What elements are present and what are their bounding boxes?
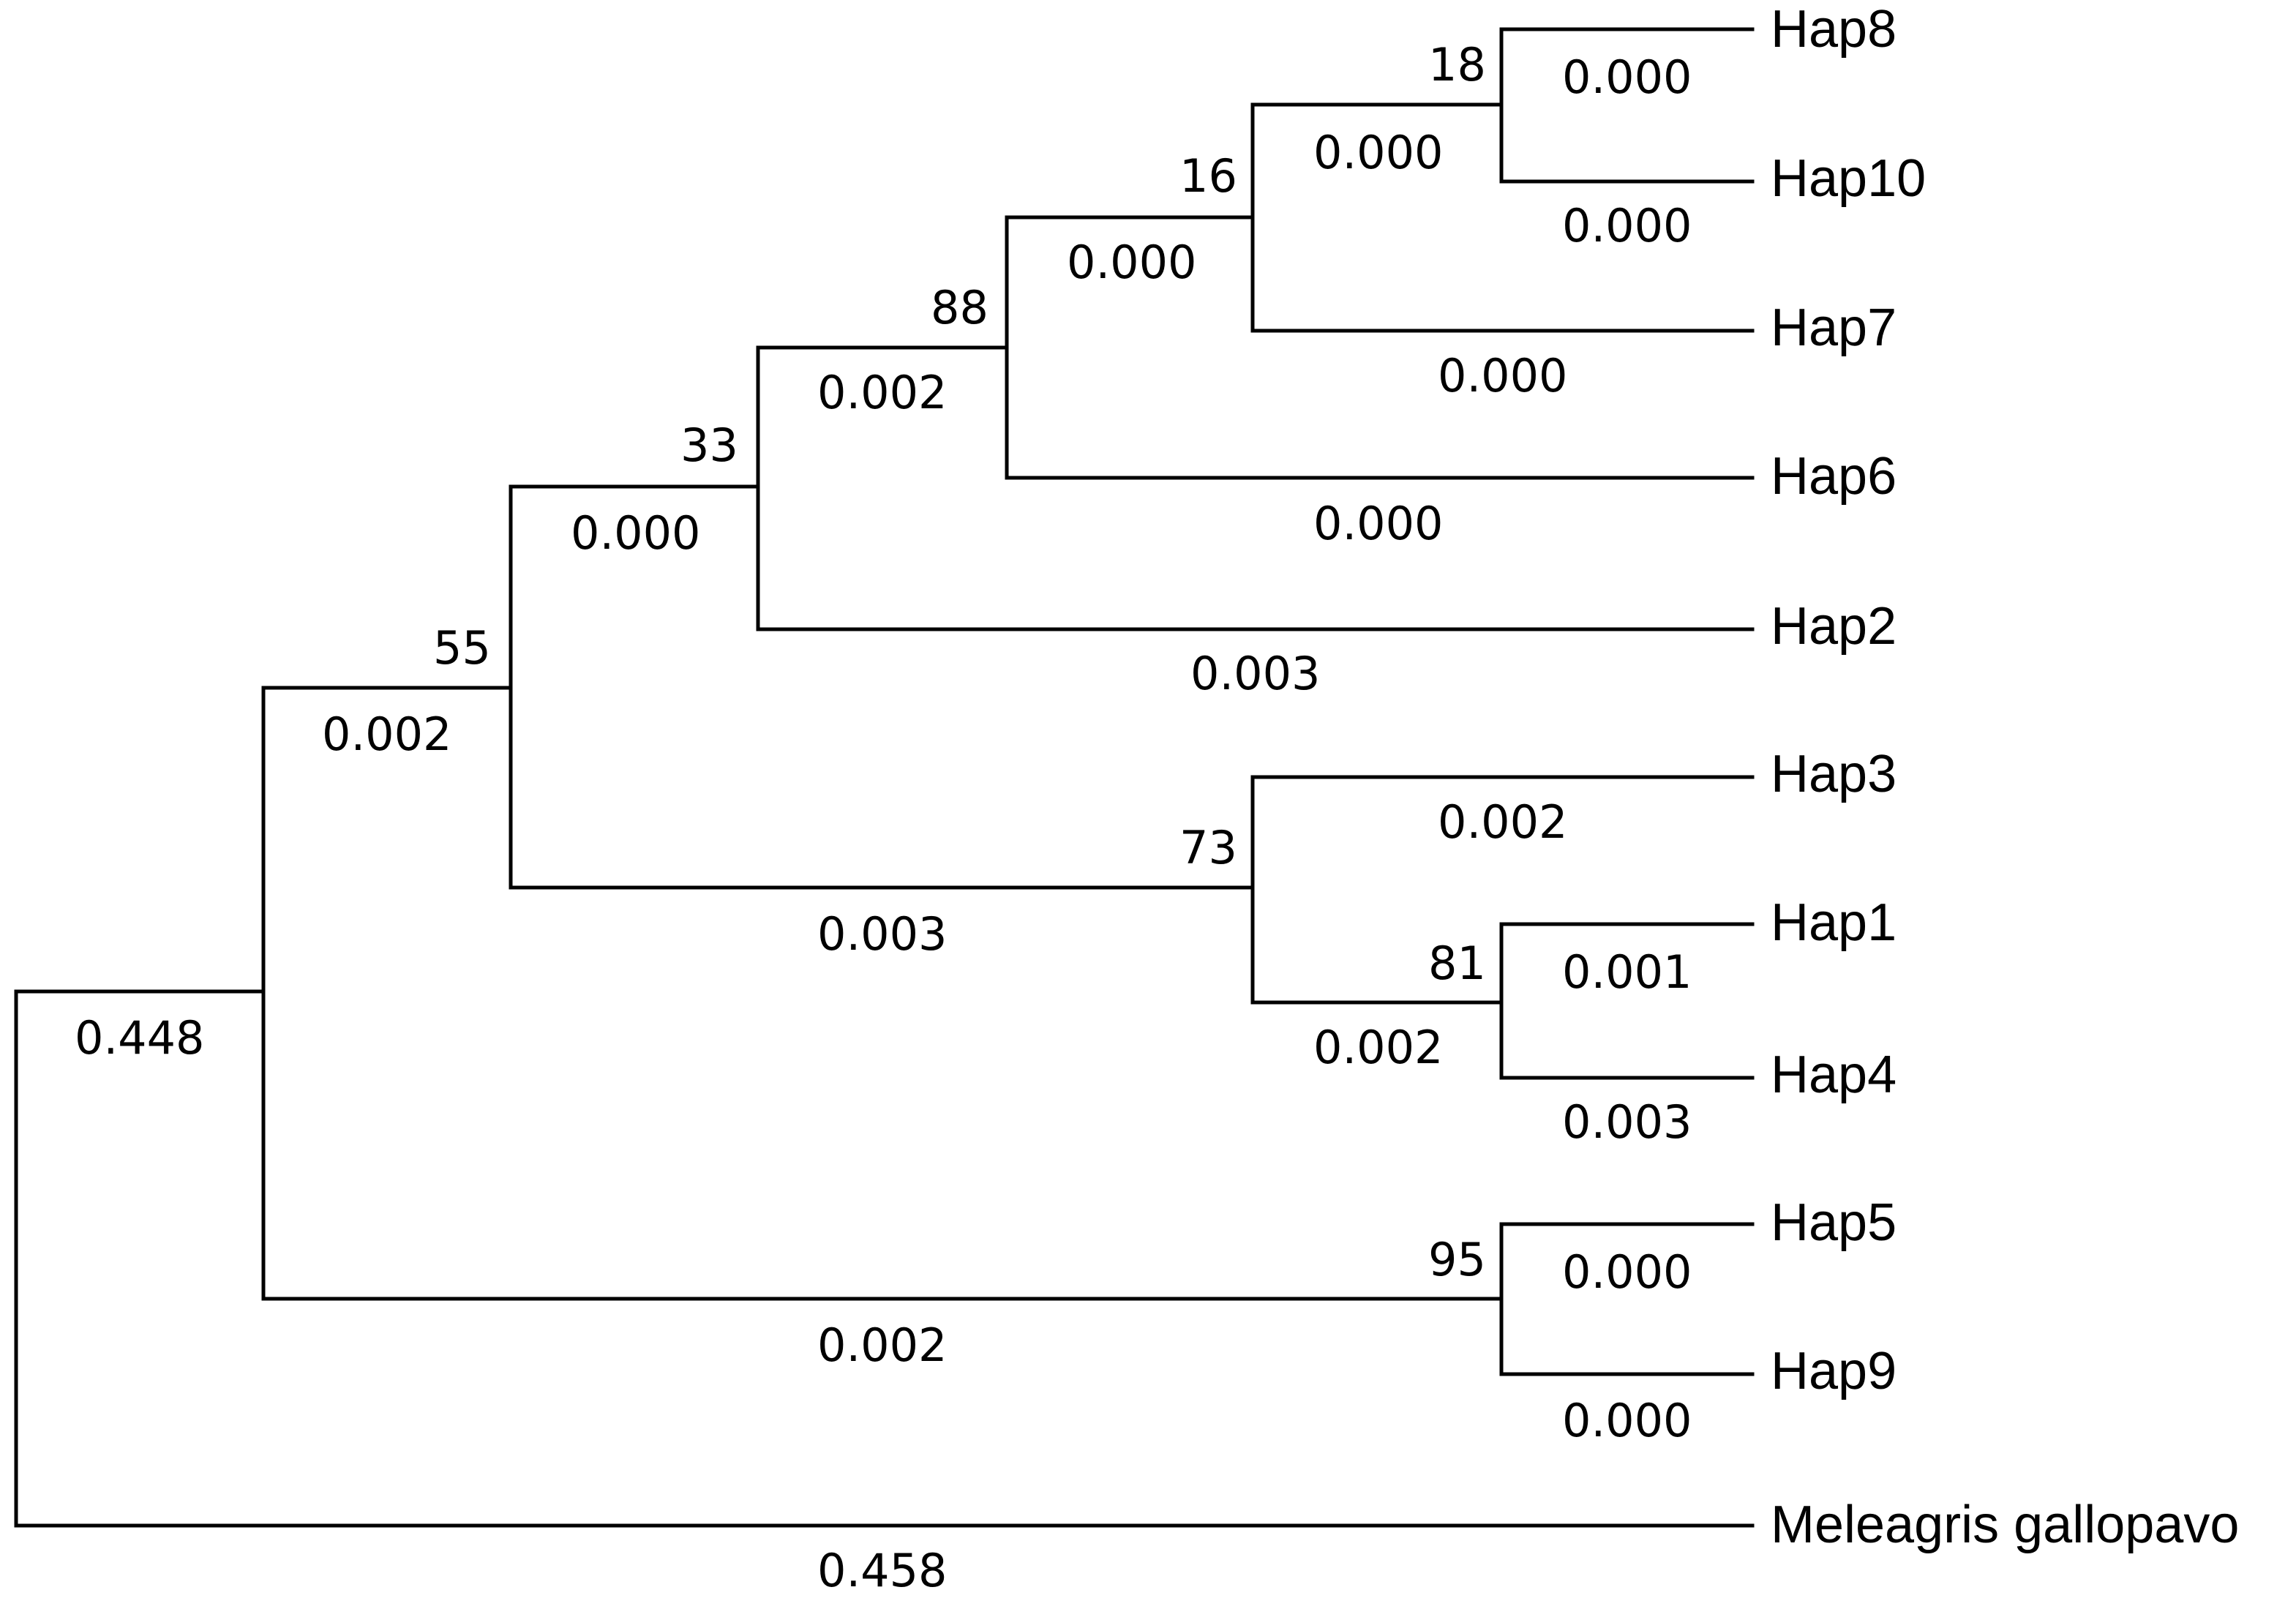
support-value-16: 16	[1179, 149, 1237, 203]
taxon-labels: Hap8 Hap10 Hap7 Hap6 Hap2 Hap3 Hap1 Hap4…	[1771, 0, 2239, 1554]
support-value-33: 33	[680, 419, 738, 472]
tree-branches	[14, 27, 1755, 1528]
support-value-95: 95	[1428, 1233, 1486, 1286]
branch-length-hap4: 0.003	[1562, 1095, 1692, 1149]
taxon-label-hap6: Hap6	[1771, 447, 1897, 506]
branch-length-hap5: 0.000	[1562, 1245, 1692, 1299]
taxon-label-hap3: Hap3	[1771, 745, 1897, 803]
taxon-label-hap10: Hap10	[1771, 149, 1926, 208]
branch-length-hap7: 0.000	[1438, 349, 1568, 402]
branch-length-hap9: 0.000	[1562, 1394, 1692, 1447]
branch-length-clade-95: 0.002	[817, 1319, 948, 1372]
internal-branch-lengths: 0.000 0.000 0.002 0.000 0.002 0.003 0.00…	[75, 126, 1444, 1372]
support-value-55: 55	[433, 621, 491, 675]
taxon-label-hap5: Hap5	[1771, 1193, 1897, 1252]
branch-length-upper-clade: 0.002	[322, 708, 452, 761]
branch-length-hap2: 0.003	[1190, 647, 1321, 700]
taxon-label-meleagris-gallopavo: Meleagris gallopavo	[1771, 1496, 2239, 1554]
taxon-label-hap1: Hap1	[1771, 893, 1897, 952]
terminal-branch-lengths: 0.000 0.000 0.000 0.000 0.003 0.002 0.00…	[817, 50, 1692, 1597]
support-value-18: 18	[1428, 38, 1486, 91]
branch-length-clade-18: 0.000	[1313, 126, 1444, 179]
taxon-label-hap2: Hap2	[1771, 597, 1897, 656]
branch-length-hap6: 0.000	[1313, 497, 1444, 550]
branch-length-hap3: 0.002	[1438, 795, 1568, 849]
branch-length-ingroup: 0.448	[75, 1011, 205, 1065]
branch-length-hap1: 0.001	[1562, 945, 1692, 999]
support-value-81: 81	[1428, 937, 1486, 990]
branch-length-clade-88: 0.002	[817, 366, 948, 419]
branch-length-clade-81: 0.002	[1313, 1021, 1444, 1074]
taxon-label-hap4: Hap4	[1771, 1046, 1897, 1104]
branch-length-clade-33: 0.000	[571, 506, 701, 560]
support-value-88: 88	[931, 281, 988, 334]
bootstrap-support-values: 18 16 88 33 55 73 81 95	[433, 38, 1486, 1286]
branch-length-hap8: 0.000	[1562, 50, 1692, 104]
taxon-label-hap7: Hap7	[1771, 299, 1897, 357]
branch-length-clade-16: 0.000	[1067, 236, 1197, 289]
branch-length-meleagris-gallopavo: 0.458	[817, 1544, 948, 1597]
taxon-label-hap9: Hap9	[1771, 1342, 1897, 1400]
branch-length-hap10: 0.000	[1562, 199, 1692, 252]
support-value-73: 73	[1179, 821, 1237, 874]
taxon-label-hap8: Hap8	[1771, 0, 1897, 59]
branch-length-clade-73: 0.003	[817, 907, 948, 961]
